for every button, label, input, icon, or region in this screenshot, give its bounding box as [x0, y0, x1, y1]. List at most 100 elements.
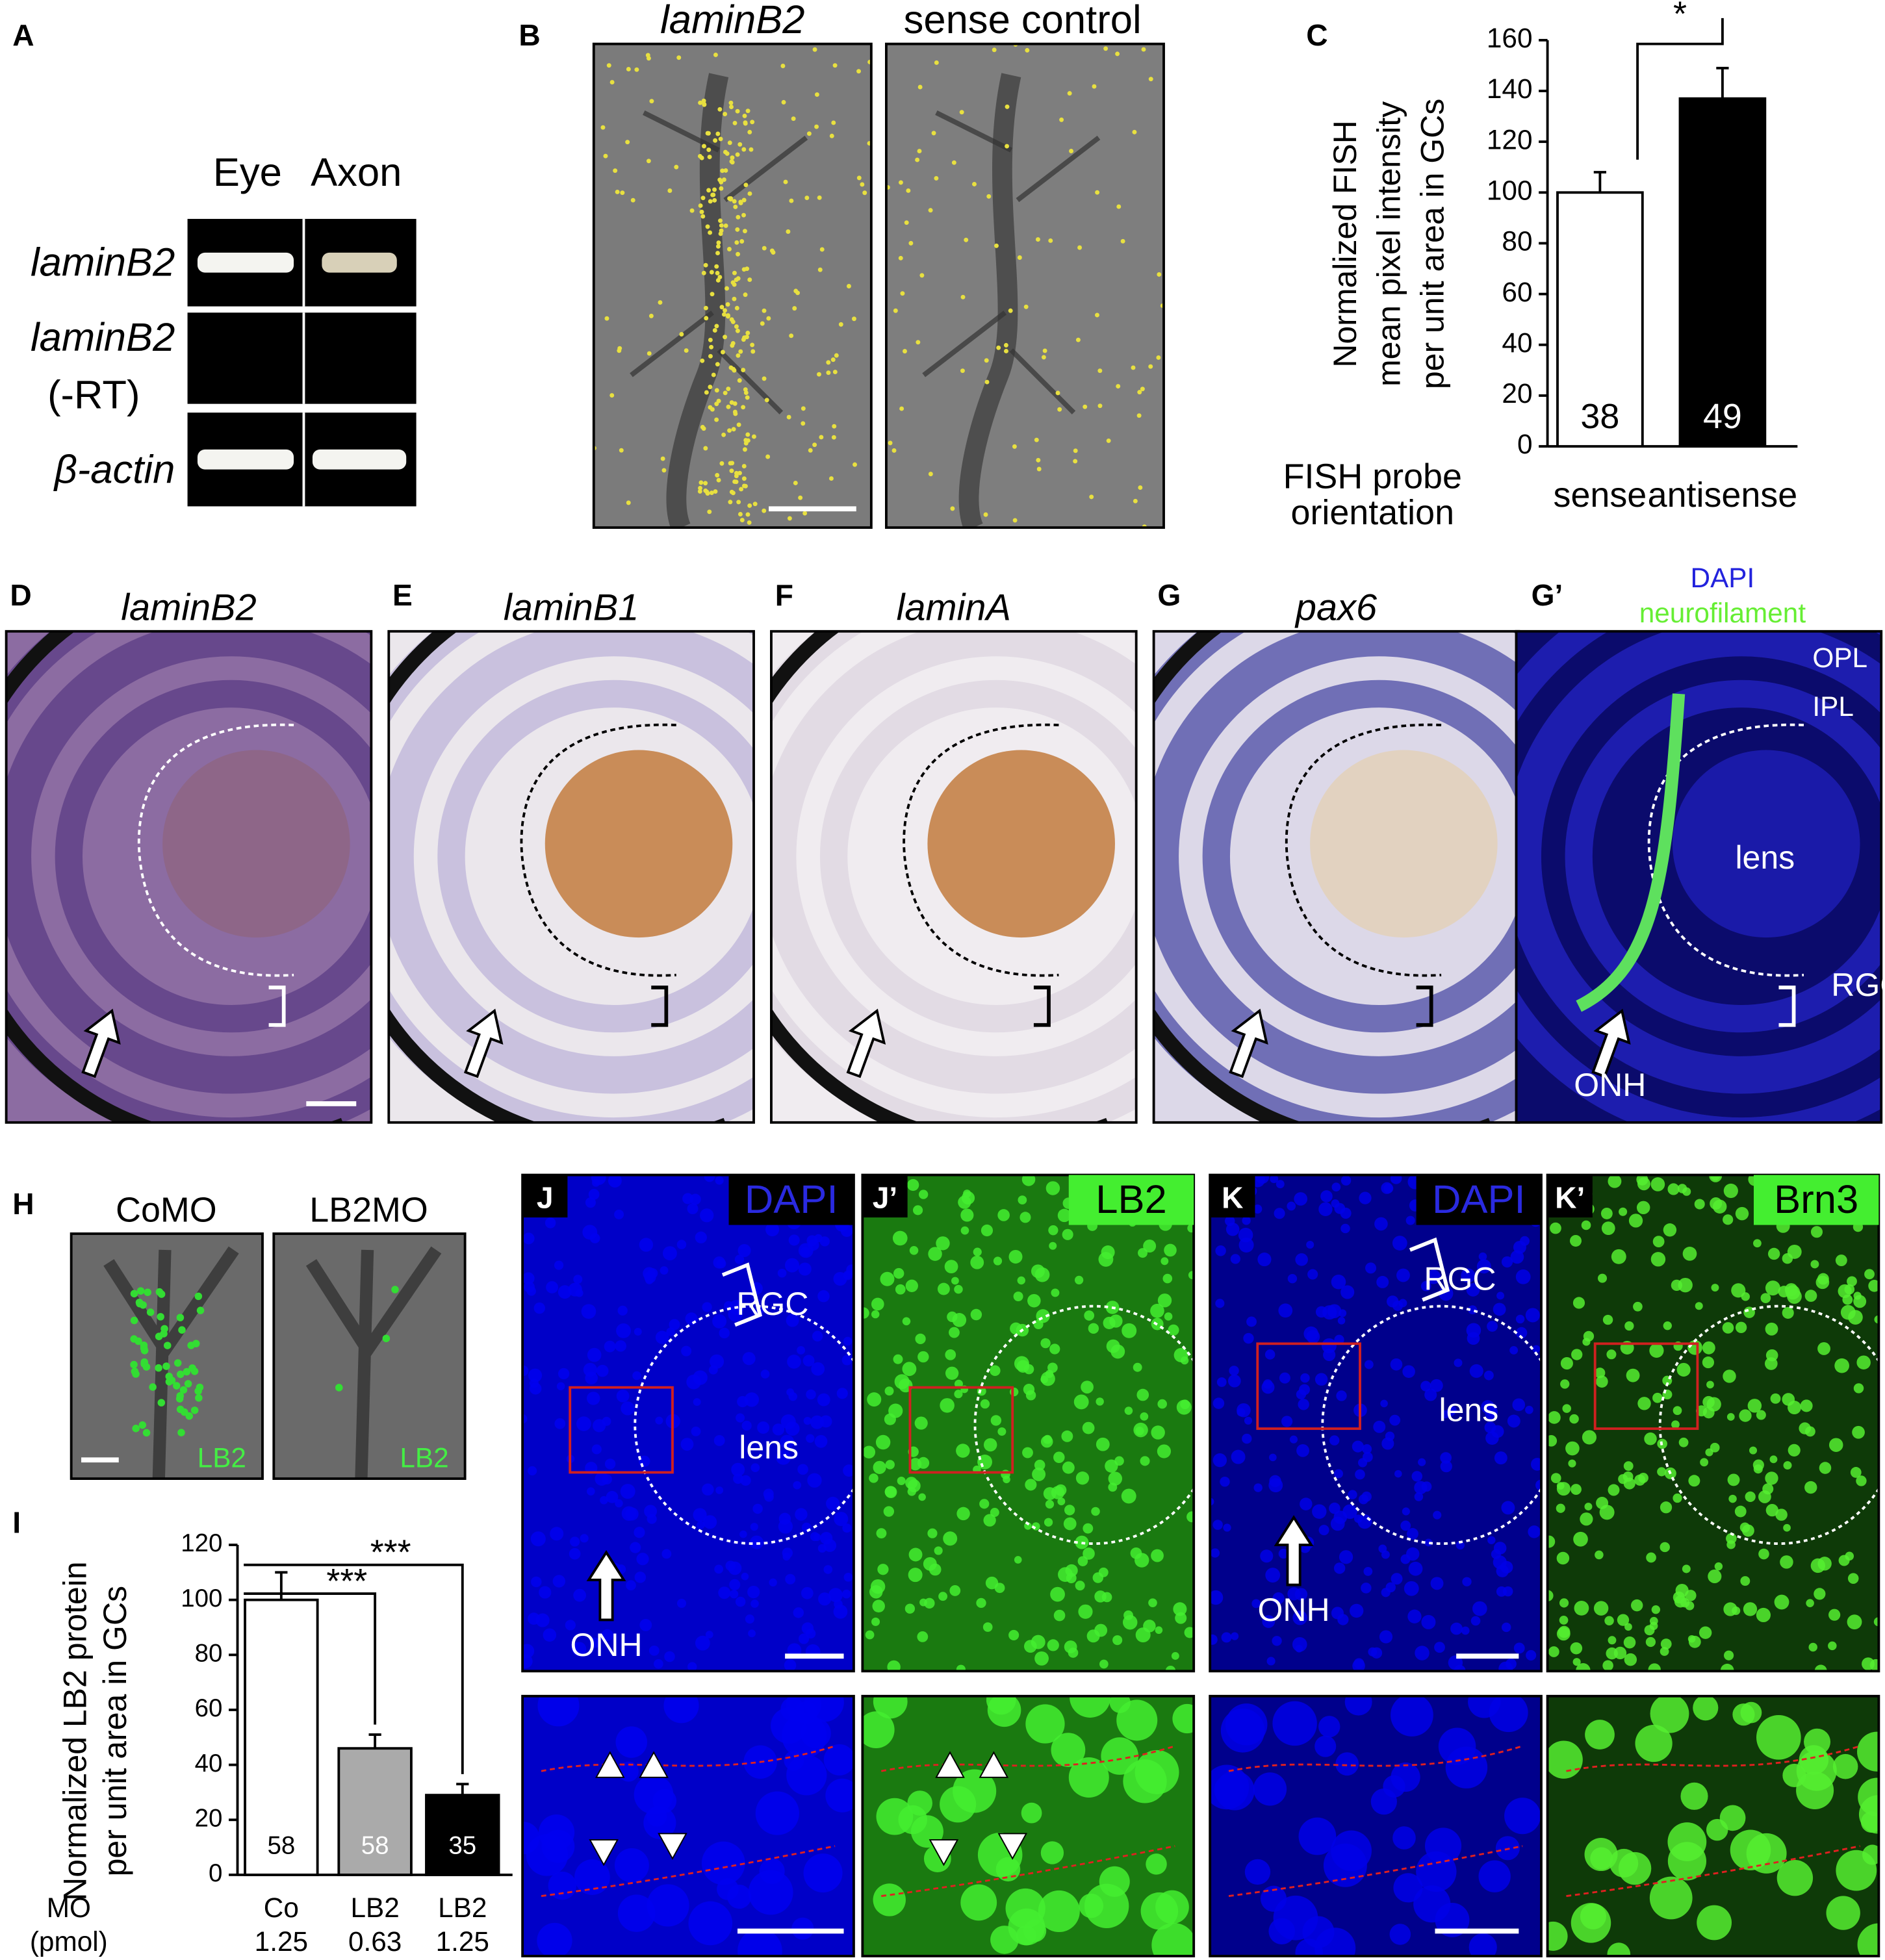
fish-dot	[792, 306, 797, 311]
arrowhead	[979, 1751, 1009, 1778]
fish-dot	[1012, 518, 1018, 523]
fish-dot	[786, 414, 791, 420]
nucleus	[1439, 1286, 1454, 1301]
fluorescence-image	[862, 1175, 1194, 1672]
significance-bracket	[244, 1592, 377, 1725]
nucleus	[537, 1696, 580, 1727]
fish-dot	[603, 153, 608, 159]
nucleus	[814, 1234, 823, 1243]
lb2-dot	[142, 1363, 151, 1371]
nucleus	[1362, 1444, 1372, 1454]
nucleus	[1421, 1614, 1436, 1629]
nucleus	[1121, 1488, 1136, 1504]
nucleus	[757, 1421, 770, 1434]
nucleus	[1237, 1403, 1251, 1418]
fish-dot	[851, 316, 856, 322]
fish-dot	[814, 124, 819, 129]
nucleus	[538, 1814, 575, 1851]
fish-dot	[899, 406, 904, 411]
nucleus	[1186, 1511, 1194, 1523]
fish-dot	[1025, 47, 1030, 53]
fish-dot	[733, 204, 738, 209]
fish-dot	[732, 479, 737, 484]
nucleus	[954, 1390, 963, 1399]
nucleus	[1062, 1461, 1075, 1474]
nucleus	[1637, 1177, 1650, 1191]
fish-dot	[721, 177, 726, 183]
nucleus	[1355, 1469, 1365, 1480]
arrow	[463, 1008, 504, 1078]
nucleus	[1608, 1484, 1620, 1496]
nucleus	[1739, 1409, 1752, 1422]
fish-dot	[725, 286, 729, 291]
nucleus	[1556, 1503, 1565, 1513]
fish-dot	[737, 142, 743, 147]
fish-dot	[712, 197, 717, 203]
nucleus	[1411, 1471, 1423, 1482]
nucleus	[1063, 1517, 1077, 1531]
nucleus	[990, 1508, 999, 1518]
nucleus	[1562, 1404, 1571, 1413]
nucleus	[550, 1527, 564, 1541]
inset-box	[908, 1386, 1014, 1474]
y-tick-label: 80	[195, 1639, 223, 1667]
nucleus	[1246, 1316, 1257, 1327]
fish-dot	[766, 316, 771, 321]
nucleus	[687, 1662, 697, 1672]
fish-dot	[934, 60, 939, 65]
nucleus	[997, 1209, 1010, 1221]
nucleus	[875, 1434, 891, 1450]
nucleus	[1014, 1556, 1022, 1564]
fish-dot	[934, 175, 939, 181]
fish-dot	[1041, 355, 1046, 360]
nucleus	[526, 1286, 536, 1296]
panel-letter: B	[519, 18, 540, 52]
fish-dot	[709, 344, 714, 350]
nucleus	[1086, 1629, 1100, 1643]
fish-dot	[1067, 91, 1072, 96]
fish-dot	[801, 406, 806, 411]
nucleus	[902, 1362, 917, 1377]
nucleus	[1571, 1903, 1611, 1943]
nucleus	[1306, 1241, 1314, 1249]
fish-dot	[950, 506, 955, 511]
nucleus	[1133, 1362, 1142, 1372]
fish-dot	[726, 313, 730, 318]
fish-dot	[806, 131, 812, 136]
nucleus	[893, 1354, 903, 1364]
column-label: Eye	[213, 150, 282, 195]
nucleus	[615, 1340, 626, 1352]
nucleus	[1008, 1629, 1019, 1640]
y-tick-label: 20	[195, 1804, 223, 1832]
stain-box	[728, 1175, 854, 1225]
nucleus	[602, 1416, 611, 1426]
lb2-dot	[155, 1332, 163, 1340]
nucleus	[704, 1175, 715, 1182]
nucleus	[731, 1462, 745, 1477]
nucleus	[632, 1371, 641, 1381]
nucleus	[1392, 1300, 1404, 1311]
nucleus	[1094, 1590, 1107, 1603]
nucleus	[1673, 1406, 1682, 1416]
fish-dot	[729, 468, 734, 474]
nucleus	[1595, 1368, 1606, 1379]
fish-dot	[916, 340, 921, 345]
nucleus	[1770, 1393, 1781, 1404]
fish-dot	[743, 438, 749, 443]
nucleus	[1383, 1183, 1394, 1193]
nucleus	[737, 1243, 751, 1257]
nucleus	[750, 1535, 764, 1549]
dashed-outline	[1285, 723, 1442, 977]
nucleus	[1044, 1518, 1053, 1527]
nucleus	[871, 1617, 880, 1626]
nucleus	[1430, 1379, 1443, 1392]
nucleus	[1468, 1933, 1497, 1956]
fish-dot	[846, 284, 851, 288]
nucleus	[1650, 1696, 1689, 1733]
lb2-dot	[146, 1308, 155, 1316]
bar	[1556, 191, 1644, 448]
nucleus	[1225, 1223, 1240, 1236]
fish-dot	[730, 340, 736, 346]
fish-dot	[1157, 272, 1162, 277]
nucleus	[1078, 1604, 1093, 1619]
